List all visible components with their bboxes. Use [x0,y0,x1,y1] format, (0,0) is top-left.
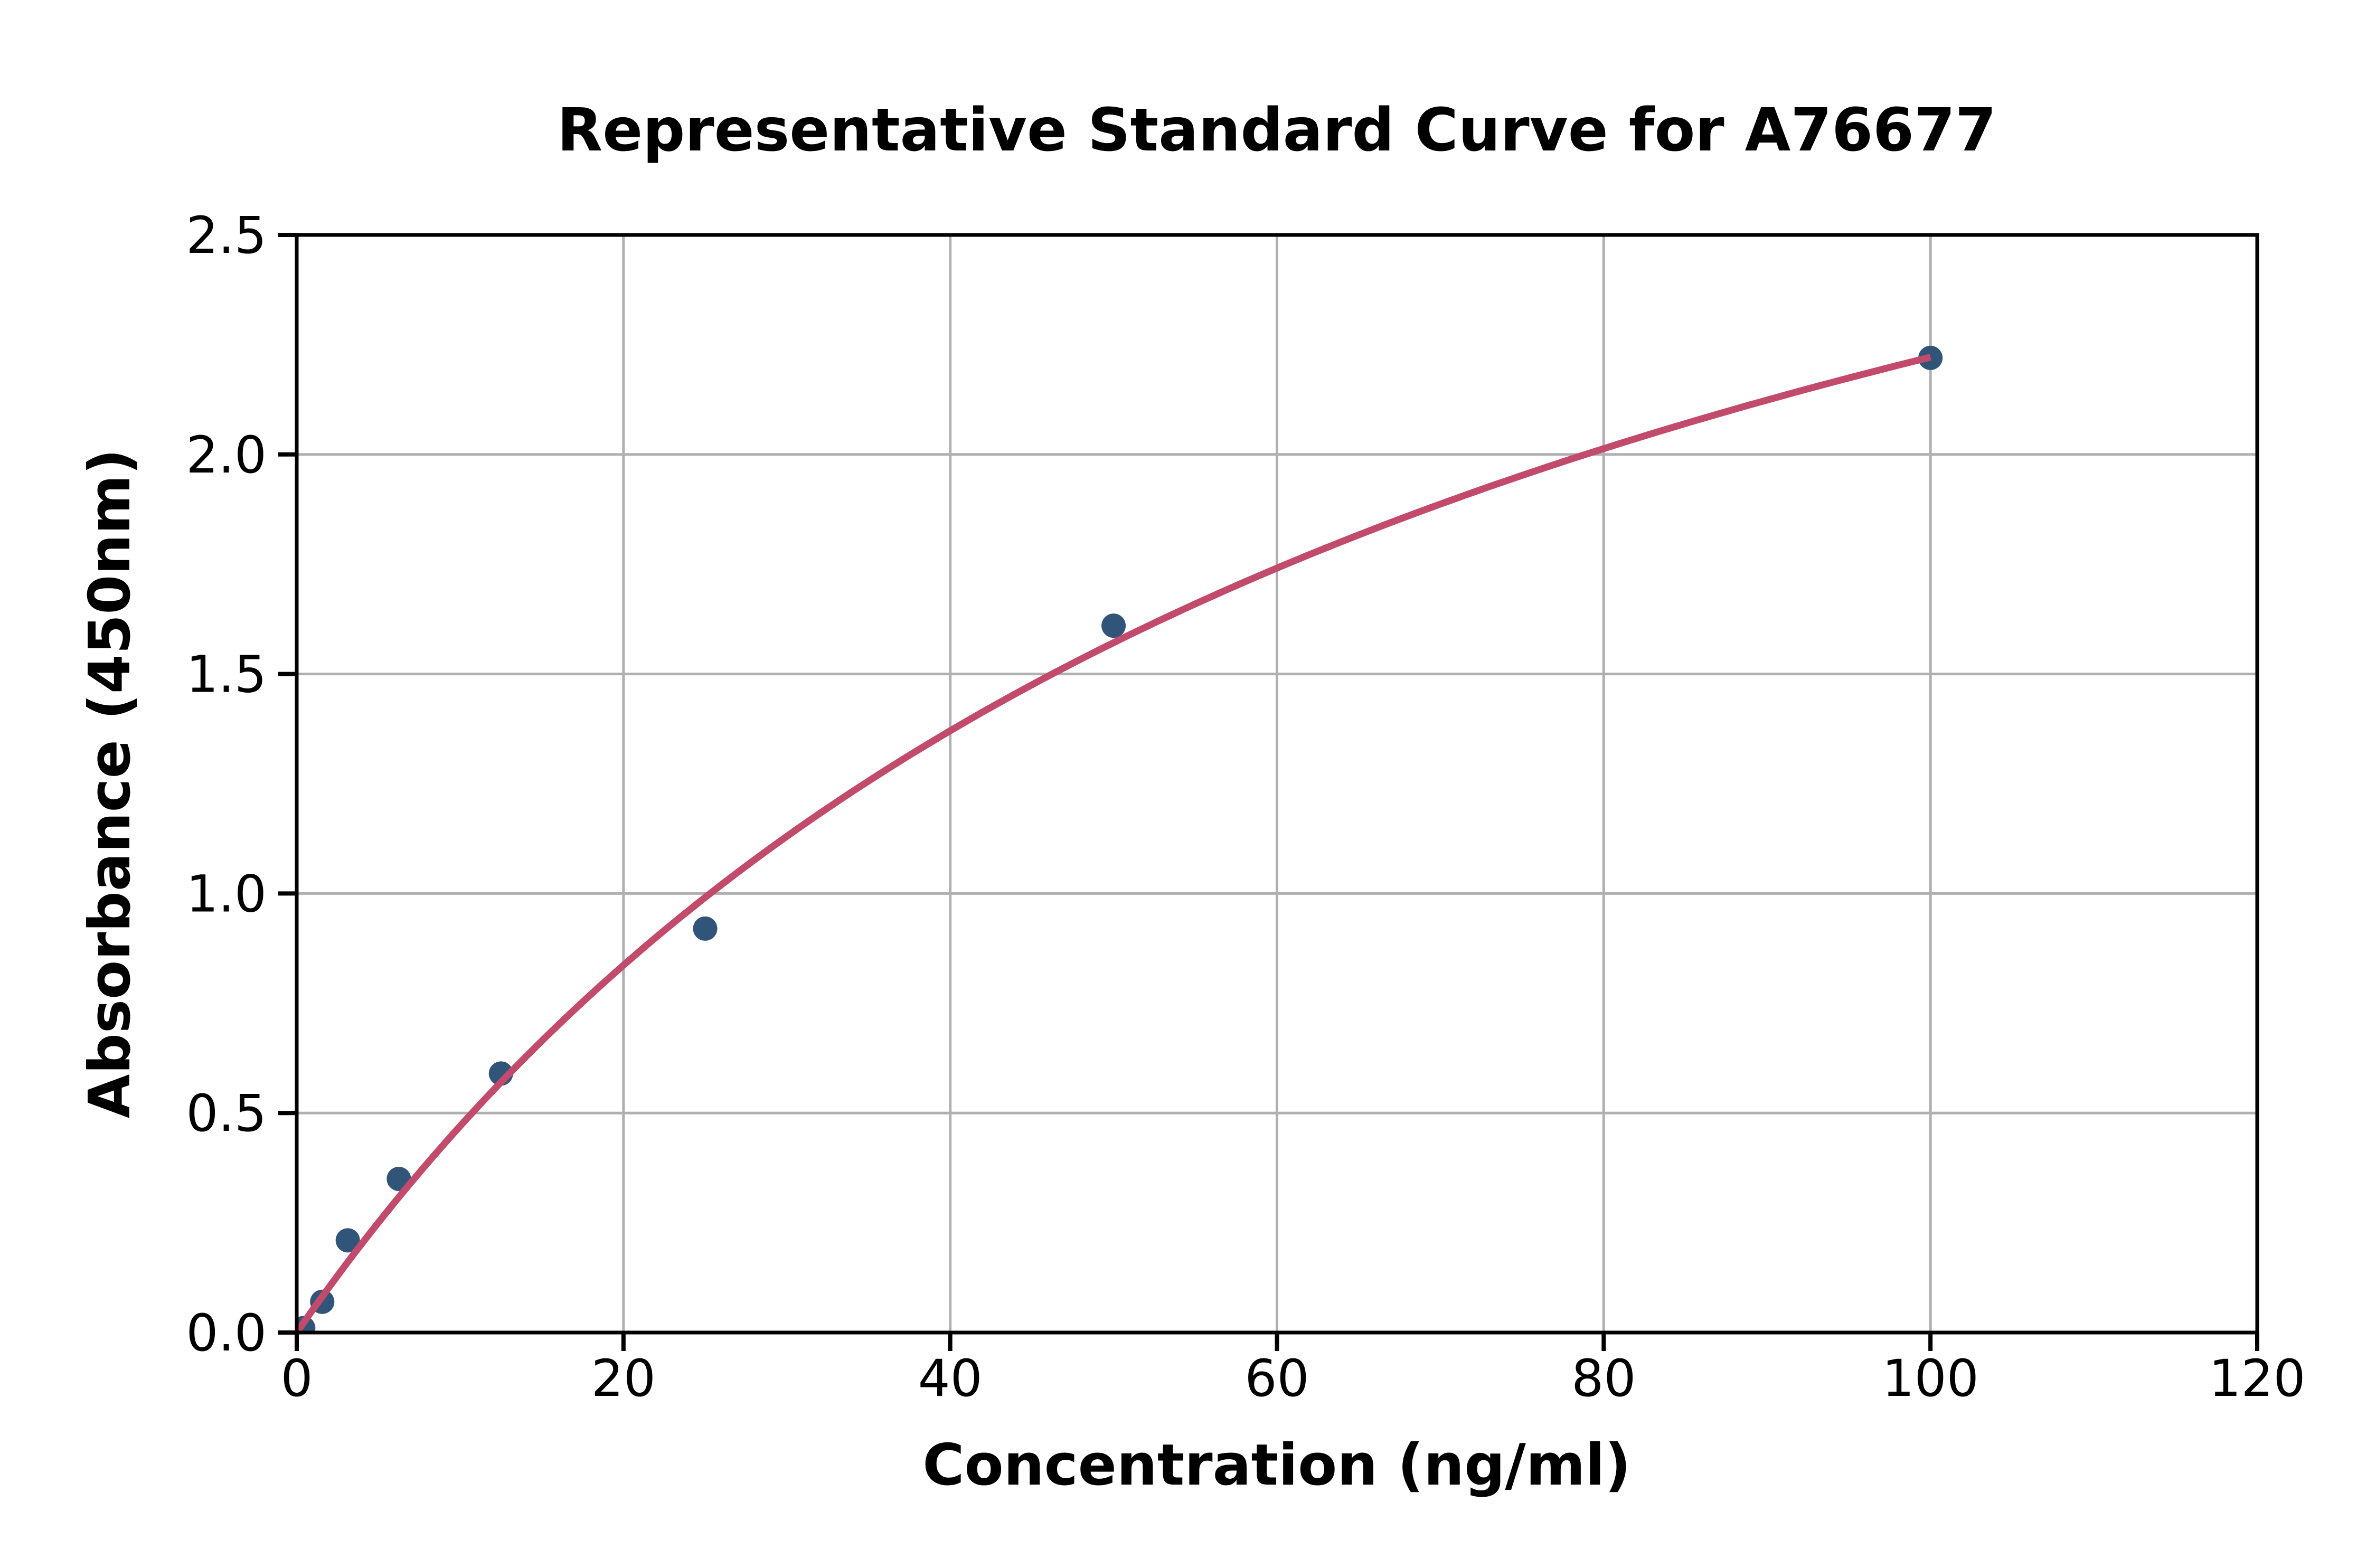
data-point [1101,613,1126,638]
y-axis-label: Absorbance (450nm) [77,449,143,1118]
y-tick-label: 0.0 [186,1303,267,1363]
y-axis-tick-labels: 0.0 0.5 1.0 1.5 2.0 2.5 [186,206,267,1363]
data-point [693,916,718,941]
x-tick-label: 60 [1244,1349,1309,1408]
scatter-points [297,345,1943,1333]
x-axis-tick-labels: 0 20 40 60 80 100 120 [280,1349,2305,1408]
x-axis-ticks [295,1333,2259,1351]
x-tick-label: 100 [1882,1349,1979,1408]
x-axis-label: Concentration (ng/ml) [922,1432,1631,1498]
x-tick-label: 20 [591,1349,656,1408]
y-tick-label: 1.0 [186,864,267,923]
x-tick-label: 120 [2209,1349,2305,1408]
standard-curve-line [297,354,1931,1333]
x-tick-label: 40 [918,1349,983,1408]
x-tick-label: 80 [1571,1349,1636,1408]
fit-curve [297,354,1931,1333]
data-point [335,1228,360,1253]
y-tick-label: 2.0 [186,426,267,485]
gridlines [297,235,2257,1333]
y-tick-label: 2.5 [186,206,267,265]
y-tick-label: 0.5 [186,1084,267,1143]
y-axis-ticks [278,233,297,1335]
chart-title: Representative Standard Curve for A76677 [557,96,1996,165]
y-tick-label: 1.5 [186,645,267,704]
x-tick-label: 0 [280,1349,313,1408]
